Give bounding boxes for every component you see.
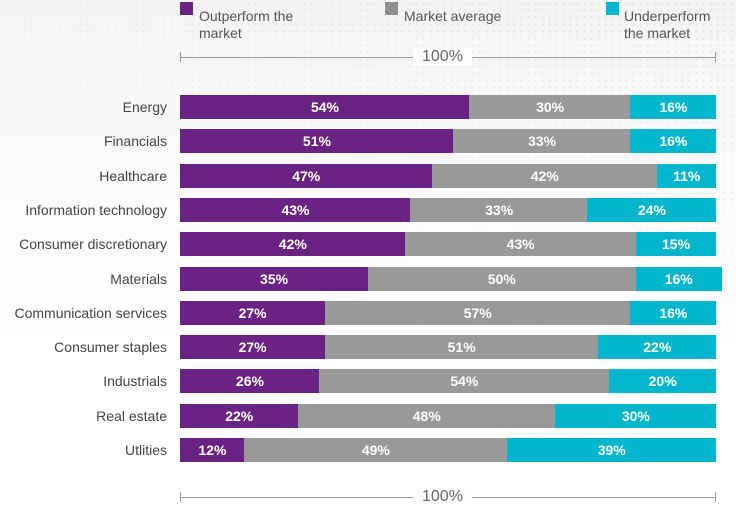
data-label-market-average-healthcare: 42%	[530, 167, 559, 184]
data-label-underperform-real-estate: 30%	[621, 407, 650, 424]
data-label-market-average-energy: 30%	[536, 99, 565, 115]
data-label-underperform-energy: 16%	[659, 99, 688, 115]
bar-segment-market-average-financials: 33%	[453, 129, 631, 154]
data-label-underperform-communication-services: 16%	[659, 304, 688, 321]
bar-segment-market-average-energy: 30%	[469, 95, 631, 119]
bottom-bracket-left-tick	[180, 492, 181, 502]
data-label-outperform-healthcare: 47%	[292, 167, 321, 184]
bar-segment-market-average-healthcare: 42%	[431, 163, 658, 188]
category-label-information-technology: Information technology	[25, 201, 167, 218]
bar-segment-outperform-utlities: 12%	[180, 438, 245, 462]
category-label-industrials: Industrials	[103, 373, 167, 390]
data-label-underperform-healthcare: 11%	[673, 167, 701, 184]
bar-segment-underperform-consumer-discretionary: 15%	[635, 232, 717, 257]
bar-segment-outperform-industrials: 26%	[180, 369, 320, 394]
top-bracket-label: 100%	[413, 48, 472, 66]
category-label-healthcare: Healthcare	[99, 167, 167, 184]
bar-segment-underperform-real-estate: 30%	[555, 403, 717, 428]
bar-segment-outperform-consumer-discretionary: 42%	[180, 232, 406, 257]
category-label-materials: Materials	[110, 270, 167, 287]
data-label-market-average-industrials: 54%	[450, 373, 479, 390]
data-label-market-average-financials: 33%	[528, 133, 557, 150]
data-label-market-average-materials: 50%	[487, 270, 516, 287]
bar-segment-outperform-communication-services: 27%	[180, 300, 326, 325]
bar-segment-outperform-consumer-staples: 27%	[180, 335, 326, 360]
bar-segment-market-average-communication-services: 57%	[324, 300, 631, 325]
legend-label-outperform: Outperform the market	[199, 8, 294, 41]
data-label-market-average-consumer-discretionary: 43%	[506, 236, 535, 253]
data-label-outperform-information-technology: 43%	[281, 201, 310, 218]
data-label-underperform-financials: 16%	[659, 133, 688, 150]
bar-segment-outperform-materials: 35%	[180, 266, 369, 291]
bar-segment-underperform-healthcare: 11%	[657, 163, 717, 188]
bar-segment-underperform-industrials: 20%	[608, 369, 717, 394]
bar-segment-outperform-energy: 54%	[180, 95, 470, 119]
data-label-outperform-consumer-discretionary: 42%	[278, 236, 307, 253]
data-label-outperform-utlities: 12%	[198, 442, 227, 458]
category-label-real-estate: Real estate	[96, 407, 167, 424]
data-label-outperform-communication-services: 27%	[238, 304, 267, 321]
bar-segment-outperform-information-technology: 43%	[180, 197, 411, 222]
bar-segment-market-average-industrials: 54%	[319, 369, 610, 394]
legend-swatch-outperform	[180, 2, 193, 15]
data-label-outperform-industrials: 26%	[235, 373, 264, 390]
category-label-consumer-staples: Consumer staples	[54, 339, 167, 356]
bar-segment-market-average-real-estate: 48%	[297, 403, 556, 428]
bar-segment-underperform-communication-services: 16%	[630, 300, 717, 325]
top-bracket-right-tick	[715, 52, 716, 62]
legend-swatch-underperform	[606, 2, 619, 15]
legend-label-market-average: Market average	[404, 8, 502, 24]
data-label-underperform-information-technology: 24%	[637, 201, 666, 218]
data-label-underperform-utlities: 39%	[597, 442, 626, 458]
data-label-underperform-industrials: 20%	[648, 373, 677, 390]
data-label-outperform-consumer-staples: 27%	[238, 339, 267, 356]
bottom-bracket-label: 100%	[413, 488, 472, 506]
bar-segment-underperform-utlities: 39%	[506, 438, 717, 462]
bar-segment-market-average-materials: 50%	[367, 266, 637, 291]
legend-swatch-market-average	[385, 2, 398, 15]
data-label-market-average-communication-services: 57%	[463, 304, 492, 321]
bottom-bracket-right-tick	[715, 492, 716, 502]
data-label-market-average-utlities: 49%	[361, 442, 390, 458]
data-label-underperform-materials: 16%	[664, 270, 693, 287]
top-bracket-left-tick	[180, 52, 181, 62]
bar-segment-market-average-information-technology: 33%	[410, 197, 588, 222]
bar-segment-market-average-utlities: 49%	[244, 438, 508, 462]
category-label-financials: Financials	[103, 133, 167, 150]
category-label-utlities: Utlities	[124, 442, 167, 458]
bar-segment-underperform-materials: 16%	[635, 266, 722, 291]
data-label-market-average-information-technology: 33%	[485, 201, 514, 218]
data-label-outperform-real-estate: 22%	[225, 407, 254, 424]
data-label-outperform-energy: 54%	[310, 99, 339, 115]
data-label-outperform-financials: 51%	[302, 133, 331, 150]
category-label-communication-services: Communication services	[14, 304, 168, 321]
bar-segment-market-average-consumer-discretionary: 43%	[405, 232, 637, 257]
legend-label-underperform: Underperform the market	[624, 8, 711, 41]
data-label-market-average-real-estate: 48%	[412, 407, 441, 424]
bar-segment-underperform-financials: 16%	[630, 129, 717, 154]
bar-segment-outperform-financials: 51%	[180, 129, 454, 154]
bar-segment-market-average-consumer-staples: 51%	[324, 335, 599, 360]
data-label-outperform-materials: 35%	[260, 270, 289, 287]
bar-segment-underperform-consumer-staples: 22%	[598, 335, 717, 360]
data-label-underperform-consumer-staples: 22%	[643, 339, 672, 356]
data-label-market-average-consumer-staples: 51%	[447, 339, 476, 356]
bar-segment-underperform-energy: 16%	[630, 95, 717, 119]
bar-segment-outperform-real-estate: 22%	[180, 403, 299, 428]
category-label-energy: Energy	[122, 99, 167, 115]
bar-segment-underperform-information-technology: 24%	[587, 197, 717, 222]
bar-segment-outperform-healthcare: 47%	[180, 163, 433, 188]
data-label-underperform-consumer-discretionary: 15%	[662, 236, 691, 253]
category-label-consumer-discretionary: Consumer discretionary	[19, 236, 167, 253]
